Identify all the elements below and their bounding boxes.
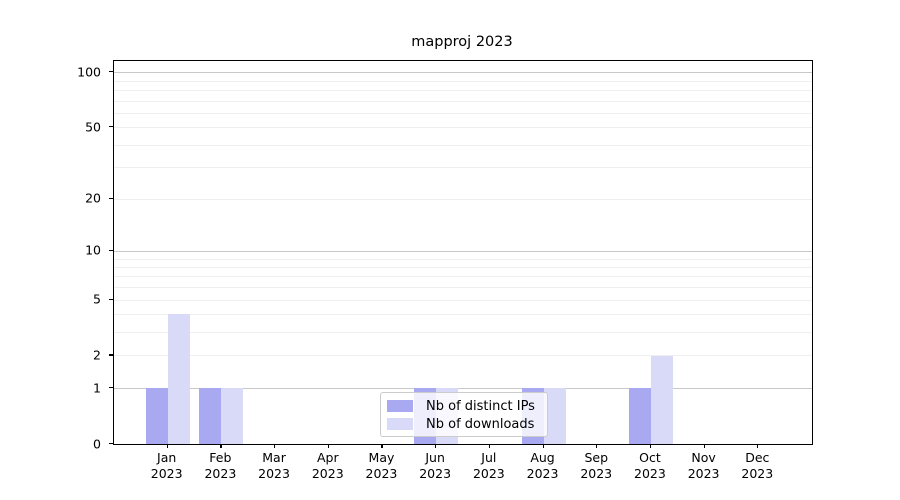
x-tick-label-mar: Mar 2023 — [258, 450, 290, 481]
x-tick-label-aug: Aug 2023 — [526, 450, 559, 481]
x-tick-mark-dec — [757, 444, 759, 449]
bar-distinct-ips-oct — [628, 388, 651, 444]
x-tick-mark-aug — [542, 444, 544, 449]
y-tick-label-50: 50 — [85, 119, 101, 135]
x-tick-label-jan: Jan 2023 — [150, 450, 183, 481]
bar-distinct-ips-jan — [145, 388, 168, 444]
y-tick-label-0: 0 — [93, 436, 101, 451]
gridline-minor-50 — [114, 127, 812, 129]
gridline-minor-5 — [114, 299, 812, 301]
bar-distinct-ips-feb — [199, 388, 222, 444]
gridline-minor-60 — [114, 112, 812, 114]
x-tick-mark-sep — [596, 444, 598, 449]
x-tick-label-sep: Sep 2023 — [580, 450, 613, 481]
gridline-minor-20 — [114, 198, 812, 200]
plot-area: Nb of distinct IPs Nb of downloads — [113, 60, 813, 445]
x-tick-label-apr: Apr 2023 — [311, 450, 344, 481]
gridline-minor-6 — [114, 287, 812, 289]
x-tick-mark-feb — [220, 444, 222, 449]
gridline-minor-40 — [114, 144, 812, 146]
x-tick-label-jul: Jul 2023 — [472, 450, 505, 481]
y-tick-label-10: 10 — [85, 242, 101, 258]
bar-downloads-jan — [167, 314, 190, 444]
y-tick-mark-50 — [108, 126, 113, 128]
y-tick-mark-5 — [108, 298, 113, 300]
legend-row-downloads: Nb of downloads — [387, 416, 539, 432]
gridline-minor-4 — [114, 314, 812, 316]
x-tick-label-nov: Nov 2023 — [687, 450, 720, 481]
gridline-minor-7 — [114, 276, 812, 278]
gridline-minor-9 — [114, 258, 812, 260]
bar-downloads-feb — [221, 388, 244, 444]
legend-swatch-downloads — [387, 418, 413, 430]
y-tick-mark-0 — [108, 443, 113, 445]
x-tick-mark-mar — [274, 444, 276, 449]
y-tick-label-100: 100 — [77, 64, 101, 80]
x-tick-label-dec: Dec 2023 — [741, 450, 774, 481]
gridline-minor-70 — [114, 100, 812, 102]
x-tick-mark-jul — [488, 444, 491, 449]
gridline-minor-2 — [114, 355, 812, 357]
chart-title: mapproj 2023 — [411, 34, 513, 50]
x-tick-mark-jun — [435, 444, 437, 449]
y-tick-mark-10 — [108, 249, 113, 251]
y-tick-mark-100 — [108, 71, 113, 73]
x-tick-mark-apr — [327, 444, 329, 449]
y-tick-label-2: 2 — [93, 347, 101, 363]
gridline-minor-30 — [114, 167, 812, 169]
legend-label-distinct-ips: Nb of distinct IPs — [426, 398, 535, 414]
legend-swatch-distinct-ips — [387, 400, 413, 412]
x-tick-mark-nov — [703, 444, 705, 449]
legend: Nb of distinct IPs Nb of downloads — [380, 392, 548, 437]
bar-downloads-aug — [543, 388, 566, 444]
x-tick-label-oct: Oct 2023 — [634, 450, 666, 481]
bar-downloads-oct — [650, 355, 673, 444]
gridline-minor-90 — [114, 80, 812, 82]
gridline-minor-80 — [114, 89, 812, 91]
gridline-minor-3 — [114, 332, 812, 334]
y-tick-mark-20 — [108, 197, 113, 199]
y-tick-mark-2 — [108, 354, 113, 356]
gridline-major-100 — [114, 72, 812, 74]
x-tick-label-may: May 2023 — [365, 450, 398, 481]
x-tick-label-feb: Feb 2023 — [204, 450, 237, 481]
gridline-major-1 — [114, 388, 812, 390]
y-tick-label-1: 1 — [93, 380, 101, 396]
x-tick-mark-oct — [649, 444, 652, 449]
y-tick-label-20: 20 — [85, 190, 101, 206]
y-tick-label-5: 5 — [93, 291, 101, 307]
legend-label-downloads: Nb of downloads — [426, 416, 535, 432]
legend-row-distinct-ips: Nb of distinct IPs — [387, 398, 539, 414]
x-tick-label-jun: Jun 2023 — [419, 450, 452, 481]
y-tick-mark-1 — [108, 387, 113, 389]
x-tick-mark-may — [381, 444, 383, 449]
x-tick-mark-jan — [166, 444, 168, 449]
gridline-major-10 — [114, 250, 812, 252]
gridline-minor-8 — [114, 266, 812, 268]
